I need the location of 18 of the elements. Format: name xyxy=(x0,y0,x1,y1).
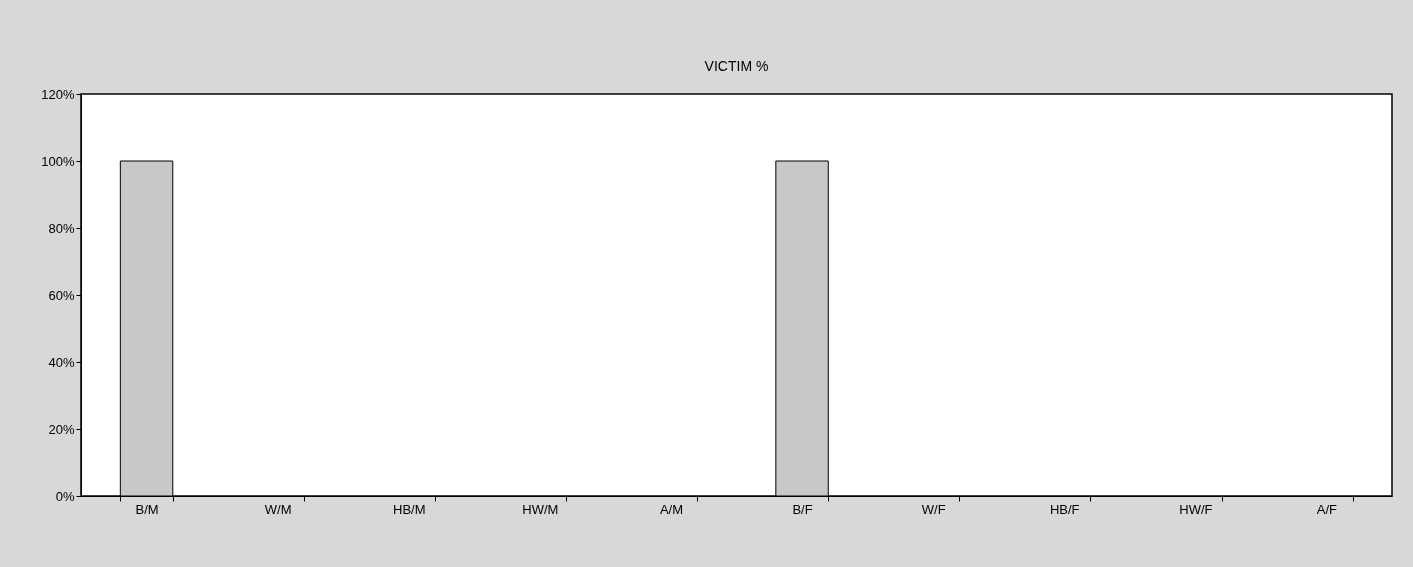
x-tick-label: HW/M xyxy=(522,501,559,517)
x-tick-label: B/M xyxy=(135,501,159,517)
y-tick-label: 60% xyxy=(48,287,75,303)
x-tick-label: HW/F xyxy=(1179,501,1213,517)
x-tick-label: A/F xyxy=(1316,501,1338,517)
x-tick-label: A/M xyxy=(659,501,684,517)
y-tick-label: 80% xyxy=(48,220,75,236)
y-tick-label: 0% xyxy=(55,488,75,504)
y-tick-label: 120% xyxy=(41,86,75,102)
x-tick-label: B/F xyxy=(792,501,813,517)
y-tick-label: 100% xyxy=(41,153,75,169)
x-tick-label: W/F xyxy=(921,501,946,517)
x-tick-label: W/M xyxy=(264,501,292,517)
x-tick-label: HB/M xyxy=(393,501,426,517)
y-tick-label: 40% xyxy=(48,354,75,370)
x-tick-label: HB/F xyxy=(1049,501,1080,517)
y-tick-label: 20% xyxy=(48,421,75,437)
chart-title: VICTIM % xyxy=(704,58,769,74)
